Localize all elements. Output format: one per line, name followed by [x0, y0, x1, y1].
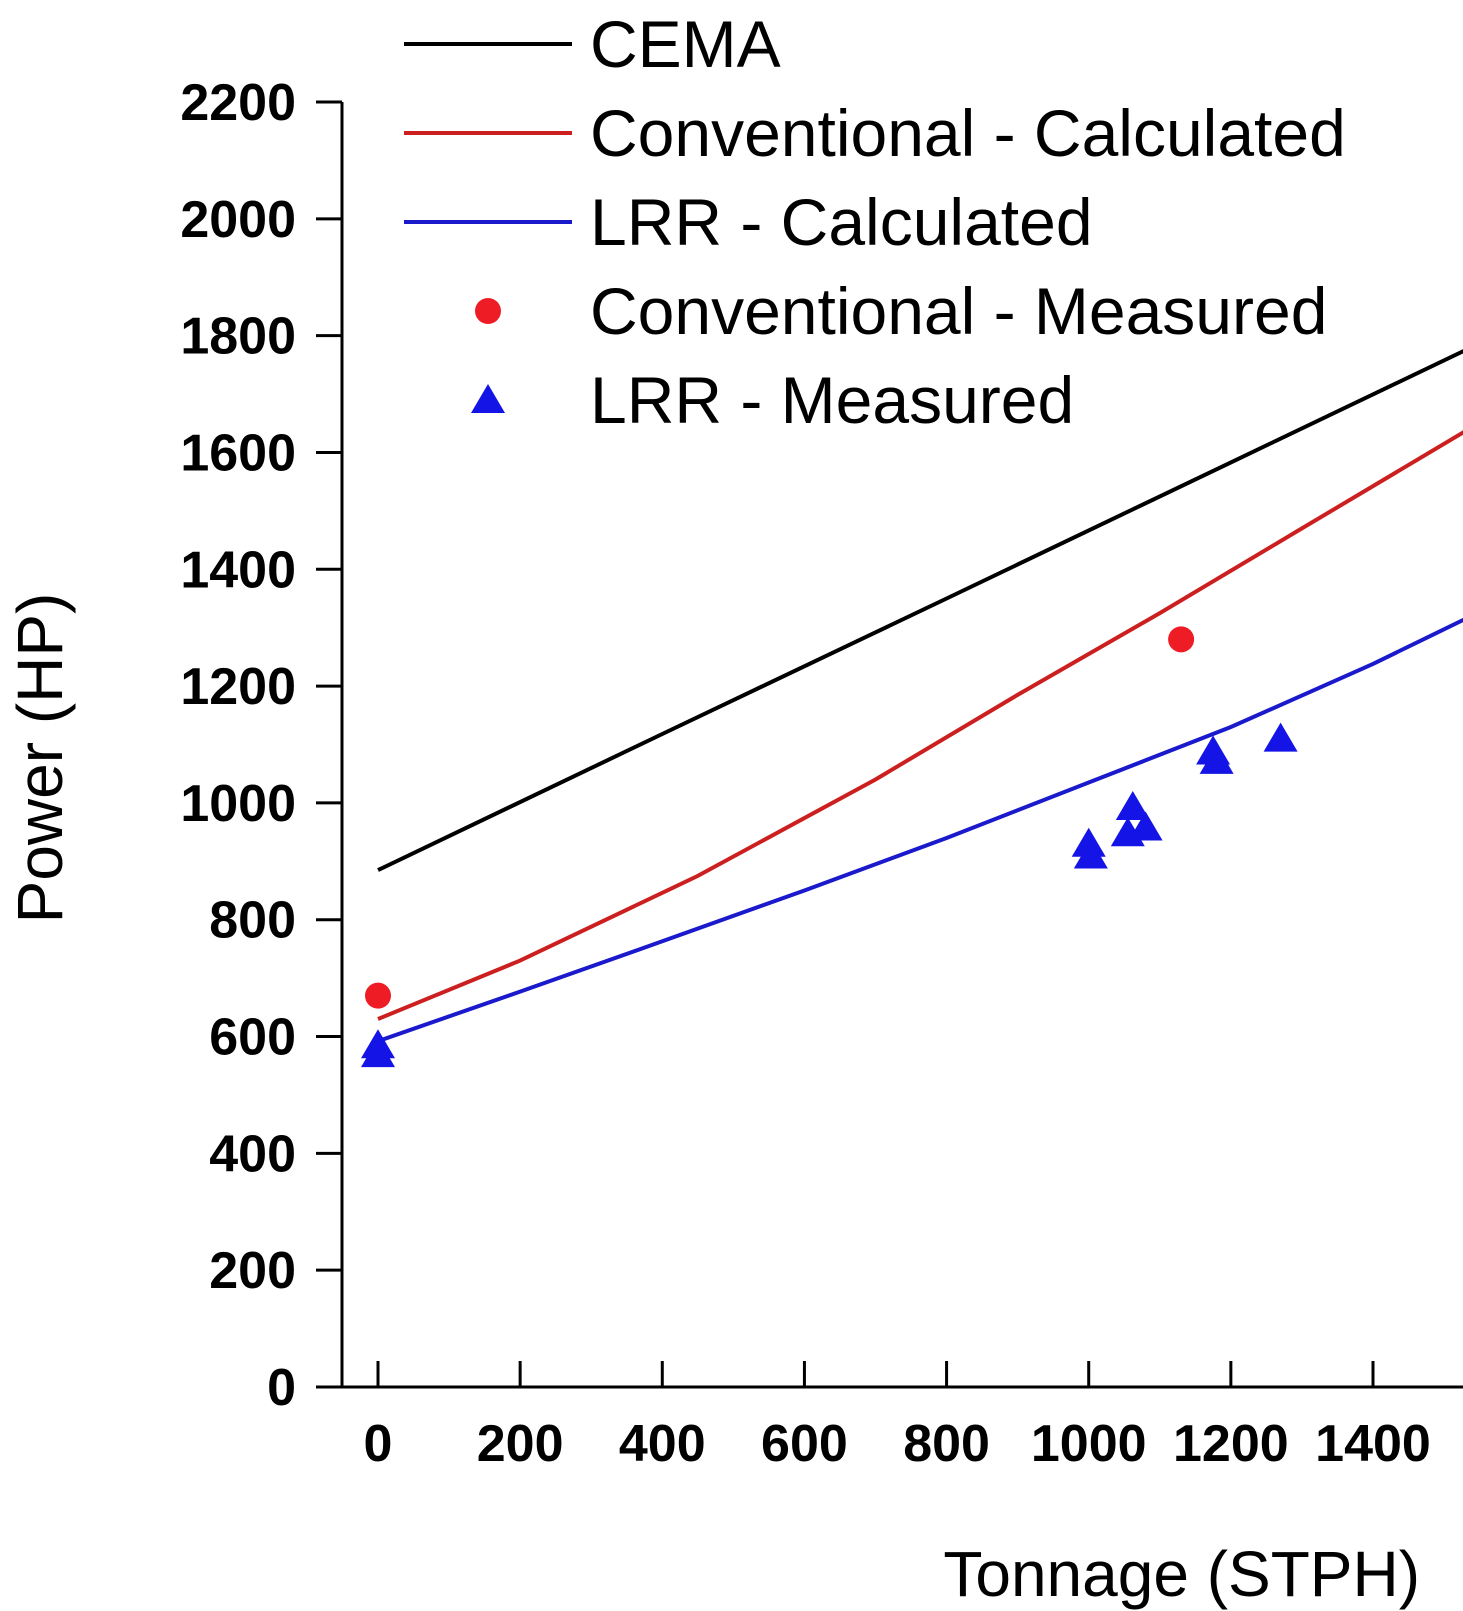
plot-area: [361, 349, 1463, 1068]
data-point-lrr-measured: [1071, 827, 1106, 857]
legend-swatch-conventional-measured: [475, 298, 501, 324]
legend-swatch-lrr-measured: [471, 384, 505, 413]
x-tick-label: 0: [364, 1415, 393, 1473]
y-tick-label: 200: [209, 1242, 296, 1300]
legend: CEMA Conventional - Calculated LRR - Calcu…: [404, 7, 1346, 437]
legend-label-lrr-calculated: LRR - Calculated: [590, 185, 1093, 259]
y-tick-label: 2000: [180, 191, 296, 249]
x-tick-label: 1000: [1031, 1415, 1147, 1473]
y-tick-label: 1000: [180, 775, 296, 833]
data-point-conventional-measured: [1168, 626, 1195, 653]
legend-label-conventional-measured: Conventional - Measured: [590, 274, 1327, 348]
series-line-lrr-calculated: [377, 617, 1463, 1044]
x-tick-label: 600: [761, 1415, 848, 1473]
x-tick-label: 1400: [1315, 1415, 1431, 1473]
y-tick-label: 400: [209, 1125, 296, 1183]
y-tick-label: 1600: [180, 424, 296, 482]
series-line-cema: [377, 349, 1463, 872]
y-tick-label: 1800: [180, 308, 296, 366]
axes: 0200400600800100012001400160018002000220…: [180, 74, 1463, 1473]
x-axis-title: Tonnage (STPH): [943, 1538, 1420, 1610]
x-tick-label: 1200: [1173, 1415, 1289, 1473]
y-tick-label: 2200: [180, 74, 296, 132]
y-axis-title: Power (HP): [4, 593, 76, 924]
data-point-lrr-measured: [361, 1038, 395, 1068]
legend-label-cema: CEMA: [590, 7, 781, 81]
y-tick-label: 800: [209, 892, 296, 950]
legend-label-lrr-measured: LRR - Measured: [590, 363, 1074, 437]
y-tick-label: 1400: [180, 541, 296, 599]
x-tick-label: 800: [903, 1415, 990, 1473]
y-tick-label: 0: [267, 1359, 296, 1417]
y-tick-label: 1200: [180, 658, 296, 716]
data-point-lrr-measured: [1128, 811, 1163, 841]
y-tick-label: 600: [209, 1009, 296, 1067]
data-point-conventional-measured: [365, 982, 391, 1009]
data-point-lrr-measured: [1263, 722, 1298, 752]
data-point-lrr-measured: [1073, 839, 1108, 869]
series-line-conventional-calculated: [377, 430, 1463, 1021]
legend-label-conventional-calculated: Conventional - Calculated: [590, 96, 1346, 170]
data-point-lrr-measured: [1115, 790, 1150, 820]
x-tick-label: 400: [619, 1415, 706, 1473]
x-tick-label: 200: [477, 1415, 564, 1473]
data-point-lrr-measured: [1199, 744, 1234, 774]
